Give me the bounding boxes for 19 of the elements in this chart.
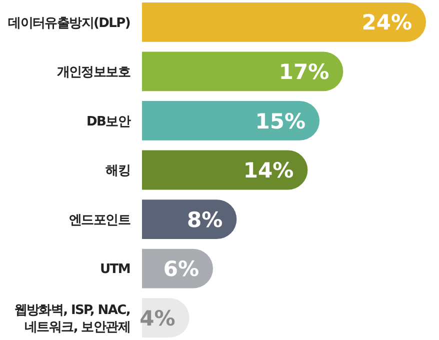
- y-tick-label: 해킹: [106, 164, 130, 179]
- bar: [142, 101, 320, 140]
- data-label: 14%: [243, 158, 294, 183]
- y-tick-label: DB보안: [86, 114, 131, 130]
- data-label: 15%: [255, 109, 306, 134]
- y-tick-label: 엔드포인트: [68, 212, 131, 228]
- data-label: 17%: [278, 60, 330, 84]
- data-label: 4%: [140, 306, 176, 330]
- bar: [142, 2, 426, 42]
- bar: [142, 150, 308, 190]
- data-label: 6%: [163, 257, 199, 282]
- bar: [142, 52, 344, 92]
- bar: [142, 200, 237, 239]
- data-label: 24%: [362, 10, 412, 35]
- y-tick-label: 데이터유출방지(DLP): [8, 16, 130, 31]
- y-tick-label: 개인정보보호: [56, 65, 131, 80]
- data-label: 8%: [187, 208, 223, 232]
- y-tick-label: UTM: [100, 262, 130, 278]
- y-tick-label: 웹방화벽, ISP, NAC, 네트워크, 보안관제: [14, 303, 130, 336]
